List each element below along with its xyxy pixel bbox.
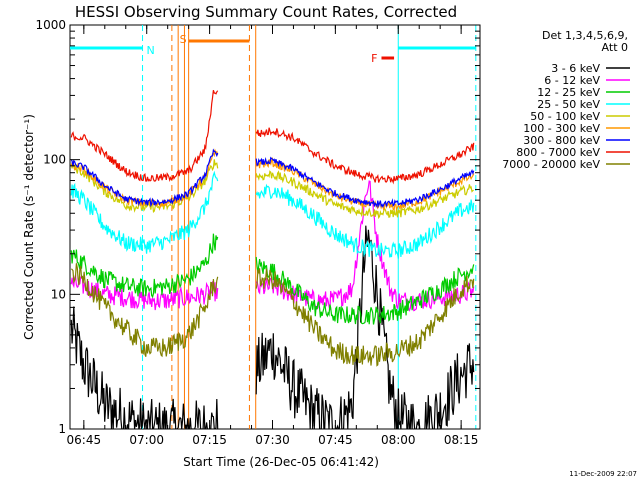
- plot-area: N S F 1 10 100 1000 06:45 07:00 07:15 07:30 07:45 0…: [35, 18, 481, 447]
- series-line: [70, 306, 219, 429]
- x-tick-label: 07:45: [318, 433, 353, 447]
- series-line: [70, 90, 219, 182]
- legend-label: 300 - 800 keV: [523, 134, 600, 147]
- series-line: [70, 233, 219, 299]
- series-line: [255, 156, 475, 209]
- night-label: N: [147, 44, 155, 57]
- series-line: [255, 170, 474, 220]
- x-tick-label: 07:30: [255, 433, 290, 447]
- legend-header-detectors: Det 1,3,4,5,6,9,: [542, 29, 628, 42]
- y-tick-label: 10: [51, 287, 66, 301]
- legend-label: 50 - 100 keV: [530, 110, 600, 123]
- y-tick-label: 1000: [35, 18, 66, 32]
- legend-label: 6 - 12 keV: [544, 74, 600, 87]
- series-line: [255, 127, 475, 185]
- chart-title: HESSI Observing Summary Count Rates, Cor…: [75, 3, 457, 21]
- saa-label: S: [180, 33, 187, 46]
- x-tick-label: 07:15: [192, 433, 227, 447]
- legend-label: 12 - 25 keV: [537, 86, 600, 99]
- footer-timestamp: 11-Dec-2009 22:07: [569, 470, 637, 478]
- axis-layer: 1 10 100 1000 06:45 07:00 07:15 07:30 07:45 08:00…: [35, 18, 480, 447]
- legend-label: 100 - 300 keV: [523, 122, 600, 135]
- series-line: [255, 156, 475, 212]
- y-tick-label: 1: [58, 422, 66, 436]
- series-line: [255, 256, 475, 325]
- series-line: [70, 263, 219, 358]
- series-line: [70, 170, 219, 254]
- annotation-layer: N S F: [70, 25, 477, 429]
- legend-label: 7000 - 20000 keV: [502, 158, 600, 171]
- legend-label: 3 - 6 keV: [551, 62, 600, 75]
- plot-frame: [69, 24, 481, 430]
- x-axis-label: Start Time (26-Dec-05 06:41:42): [183, 455, 379, 469]
- x-tick-label: 07:00: [129, 433, 164, 447]
- series-line: [255, 183, 475, 259]
- x-tick-label: 08:15: [444, 433, 479, 447]
- series-layer: [70, 90, 475, 429]
- series-line: [255, 225, 475, 429]
- y-tick-label: 100: [43, 153, 66, 167]
- legend-header-attenuator: Att 0: [602, 41, 628, 54]
- x-tick-label: 06:45: [67, 433, 102, 447]
- flare-label: F: [371, 52, 377, 65]
- y-axis-label: Corrected Count Rate (s⁻¹ detector⁻¹): [22, 114, 36, 340]
- series-line: [255, 268, 475, 367]
- legend-label: 25 - 50 keV: [537, 98, 600, 111]
- series-line: [70, 148, 219, 208]
- x-tick-label: 08:00: [381, 433, 416, 447]
- legend-label: 800 - 7000 keV: [516, 146, 600, 159]
